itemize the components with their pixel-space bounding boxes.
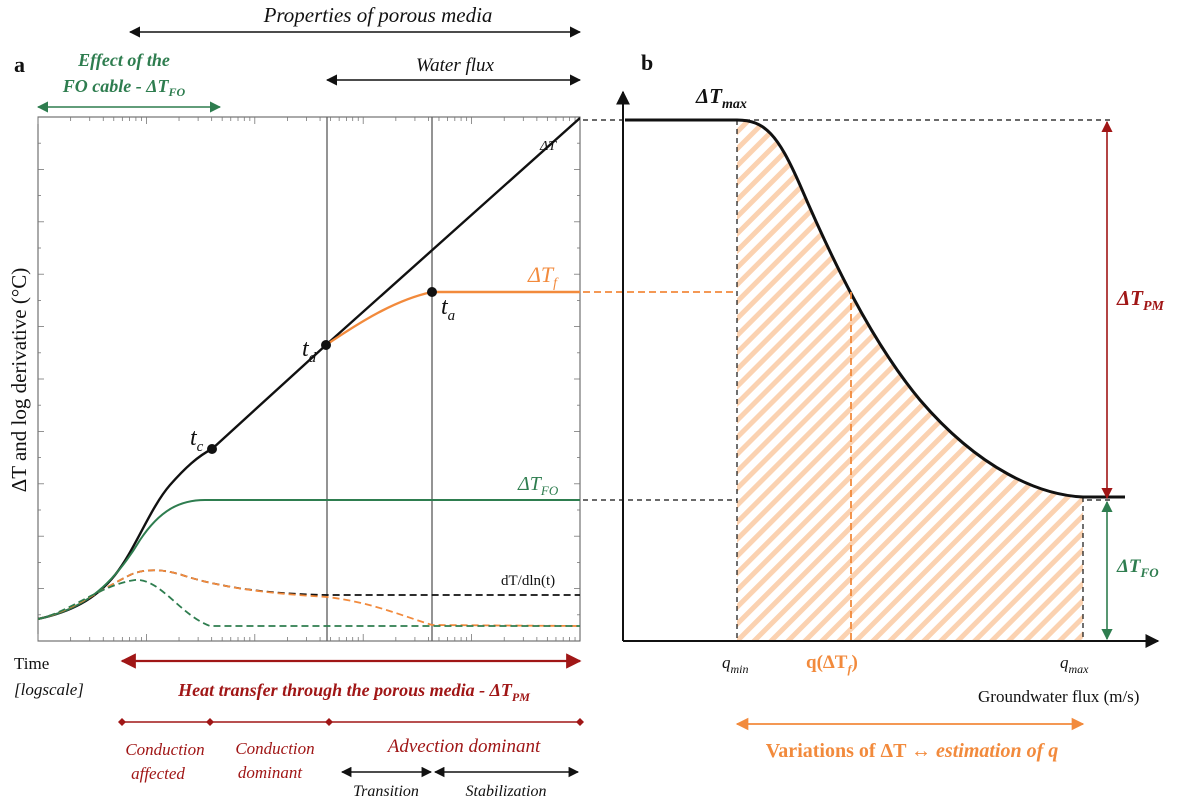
label-qdTf: q(ΔTf) bbox=[806, 652, 858, 676]
label-ta: ta bbox=[441, 294, 455, 324]
panel-a-frame bbox=[37, 116, 581, 642]
water-flux-label: Water flux bbox=[416, 55, 494, 76]
label-dTFO: ΔTFO bbox=[517, 473, 559, 498]
label-dTmax: ΔTmax bbox=[695, 84, 747, 112]
x-axis-label-b: Groundwater flux (m/s) bbox=[978, 687, 1139, 706]
point-tc bbox=[207, 444, 217, 454]
properties-label: Properties of porous media bbox=[263, 3, 493, 27]
phase-conduction-dominant-1: Conduction bbox=[235, 739, 314, 758]
label-dTFO-b: ΔTFO bbox=[1116, 556, 1159, 580]
label-td: td bbox=[302, 336, 317, 366]
logscale-label: [logscale] bbox=[14, 680, 84, 699]
label-deriv: dT/dln(t) bbox=[501, 573, 555, 589]
hatched-area bbox=[737, 120, 1083, 641]
label-qmax: qmax bbox=[1060, 653, 1089, 676]
time-label: Time bbox=[14, 654, 49, 673]
phase-stabilization: Stabilization bbox=[466, 783, 547, 800]
phase-line bbox=[118, 718, 584, 726]
label-qmin: qmin bbox=[722, 653, 749, 676]
variations-label: Variations of ΔT ↔ estimation of q bbox=[766, 740, 1059, 762]
point-td bbox=[321, 340, 331, 350]
label-dTPM: ΔTPM bbox=[1116, 286, 1165, 314]
fo-effect-line2: FO cable - ΔTFO bbox=[62, 76, 186, 99]
y-axis-label: ΔT and log derivative (°C) bbox=[7, 268, 31, 492]
dTFO-curve bbox=[38, 499, 580, 620]
heat-transfer-label: Heat transfer through the porous media -… bbox=[177, 680, 530, 704]
label-tc: tc bbox=[190, 425, 204, 455]
panel-a-letter: a bbox=[14, 52, 25, 77]
dT-vs-q-curve bbox=[625, 118, 1125, 499]
phase-conduction-affected-2: affected bbox=[131, 764, 185, 783]
phase-advection: Advection dominant bbox=[386, 736, 541, 757]
phase-conduction-dominant-2: dominant bbox=[238, 763, 304, 782]
phase-transition: Transition bbox=[353, 783, 419, 800]
deriv-dTf-curve bbox=[38, 569, 580, 627]
phase-conduction-affected-1: Conduction bbox=[125, 740, 204, 759]
dT-curve bbox=[38, 117, 580, 621]
deriv-dT-curve bbox=[38, 569, 580, 620]
label-dTf: ΔTf bbox=[527, 262, 559, 291]
point-ta bbox=[427, 287, 437, 297]
label-dT: ΔT bbox=[539, 139, 557, 154]
deriv-dTFO-curve bbox=[38, 579, 580, 627]
fo-effect-line1: Effect of the bbox=[77, 50, 170, 70]
panel-b-letter: b bbox=[641, 50, 653, 75]
